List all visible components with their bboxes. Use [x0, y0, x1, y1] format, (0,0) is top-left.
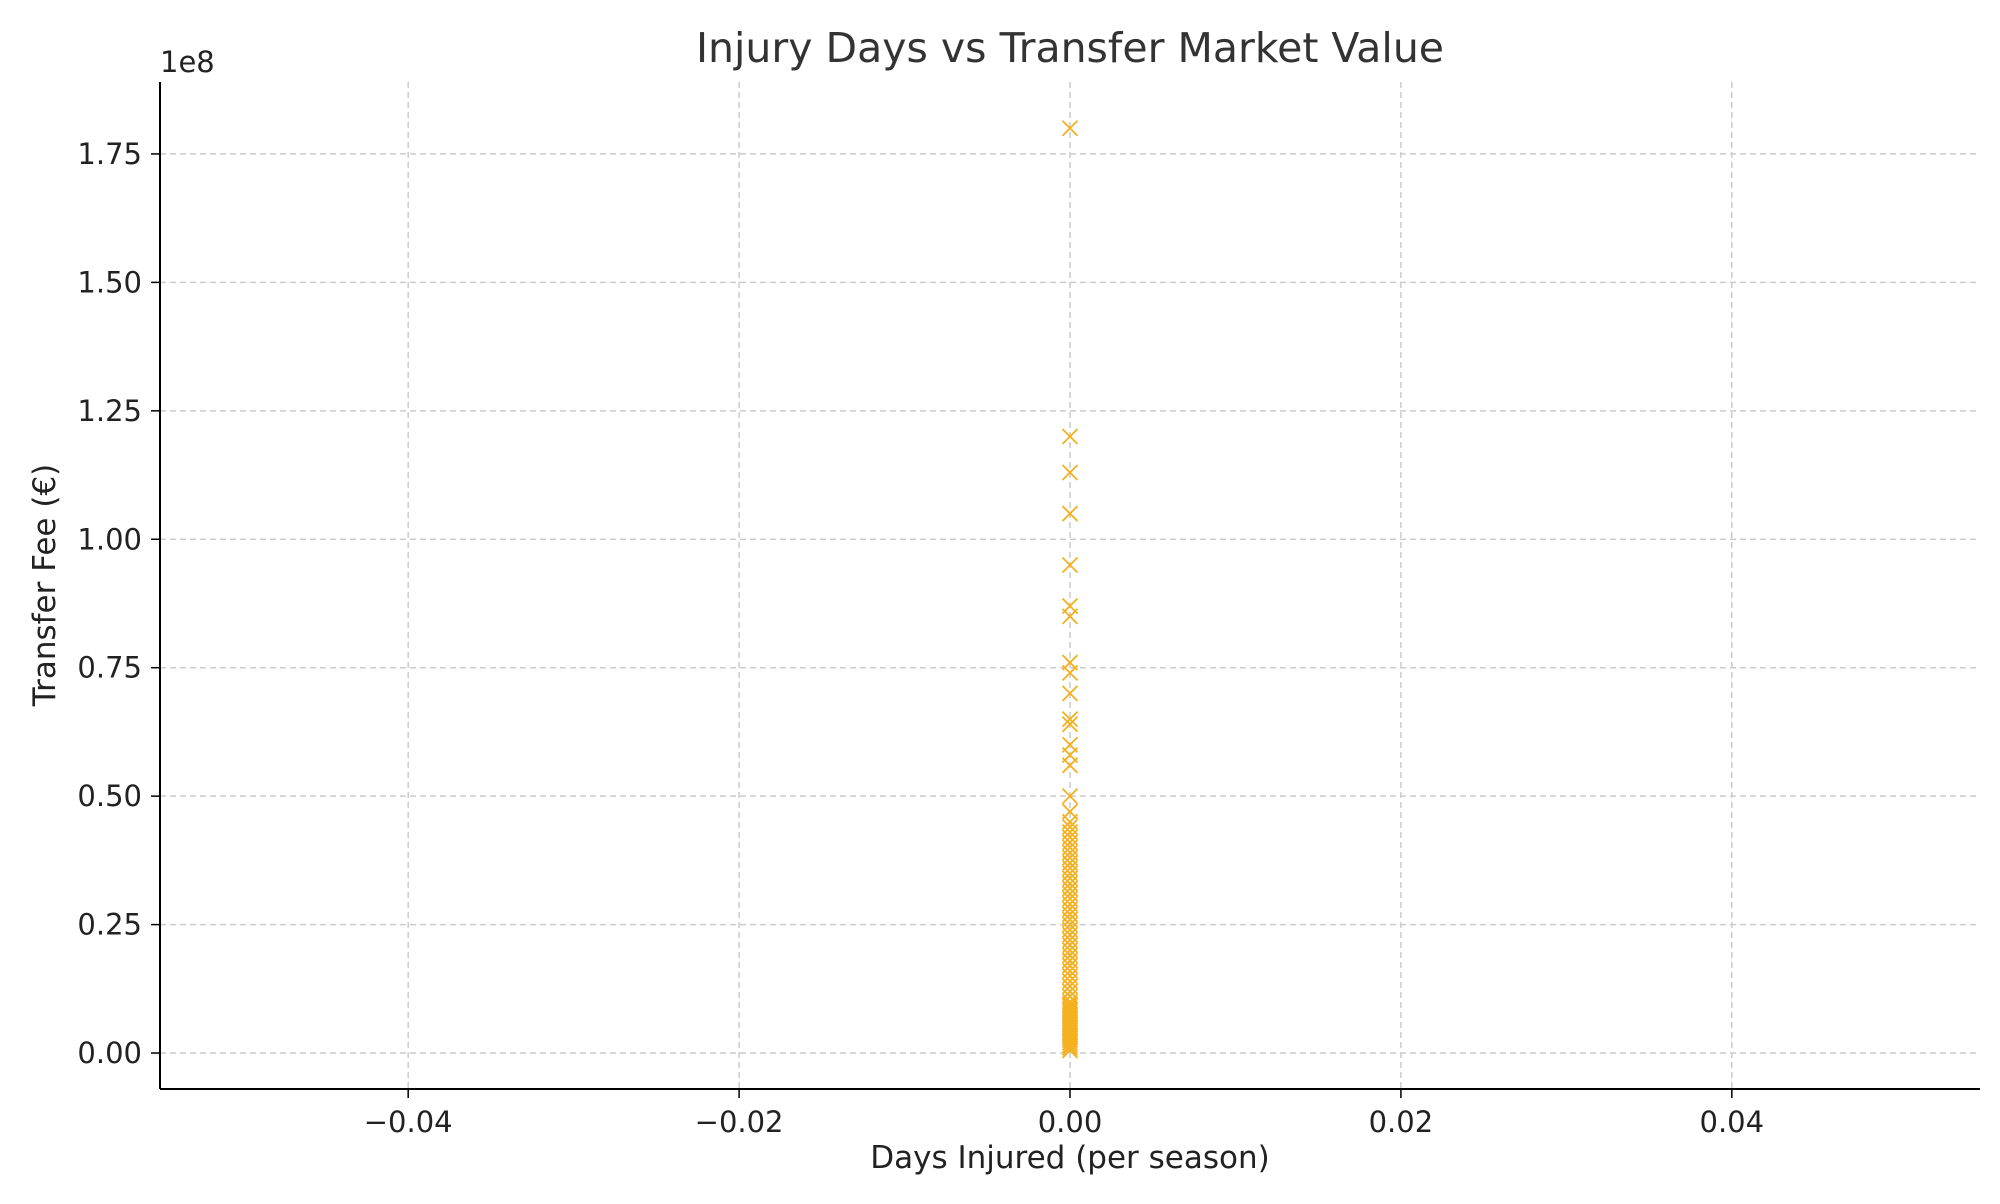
data-point — [1061, 1034, 1079, 1051]
y-tick-label: 1.25 — [77, 394, 142, 428]
points-layer — [1061, 120, 1079, 1059]
data-point — [1061, 757, 1079, 774]
grid-layer — [160, 82, 1980, 1089]
y-tick-label: 1.00 — [77, 522, 142, 556]
y-tick-label: 1.50 — [77, 265, 142, 299]
chart-title: Injury Days vs Transfer Market Value — [696, 24, 1444, 72]
data-point — [1061, 428, 1079, 445]
x-tick-label: 0.00 — [1038, 1105, 1103, 1139]
y-tick-label: 0.50 — [77, 779, 142, 813]
y-tick-label: 0.25 — [77, 908, 142, 942]
data-point — [1061, 788, 1079, 805]
y-ticks-layer: 0.00 0.25 0.50 0.75 1.00 1.25 1.50 1.75 — [77, 137, 160, 1070]
data-point — [1061, 710, 1079, 728]
data-point — [1061, 556, 1079, 574]
y-offset-label: 1e8 — [160, 45, 215, 79]
x-tick-label: −0.02 — [695, 1105, 784, 1139]
data-point — [1061, 1042, 1079, 1059]
data-point — [1061, 685, 1079, 702]
x-tick-label: −0.04 — [364, 1105, 453, 1139]
x-axis-label: Days Injured (per season) — [870, 1140, 1269, 1176]
data-point — [1061, 120, 1079, 137]
y-tick-label: 0.75 — [77, 651, 142, 685]
x-tick-label: 0.02 — [1369, 1105, 1434, 1139]
x-ticks-layer: −0.04 −0.02 0.00 0.02 0.04 — [364, 1089, 1764, 1139]
data-point — [1061, 608, 1079, 625]
data-point — [1061, 1037, 1079, 1054]
x-tick-label: 0.04 — [1700, 1105, 1765, 1139]
data-point — [1061, 1039, 1079, 1057]
y-axis-label: Transfer Fee (€) — [27, 464, 63, 708]
data-point — [1061, 464, 1079, 481]
data-point — [1061, 664, 1079, 681]
y-tick-label: 1.75 — [77, 137, 142, 171]
y-tick-label: 0.00 — [77, 1036, 142, 1070]
data-point — [1061, 716, 1079, 733]
data-point — [1061, 505, 1079, 522]
